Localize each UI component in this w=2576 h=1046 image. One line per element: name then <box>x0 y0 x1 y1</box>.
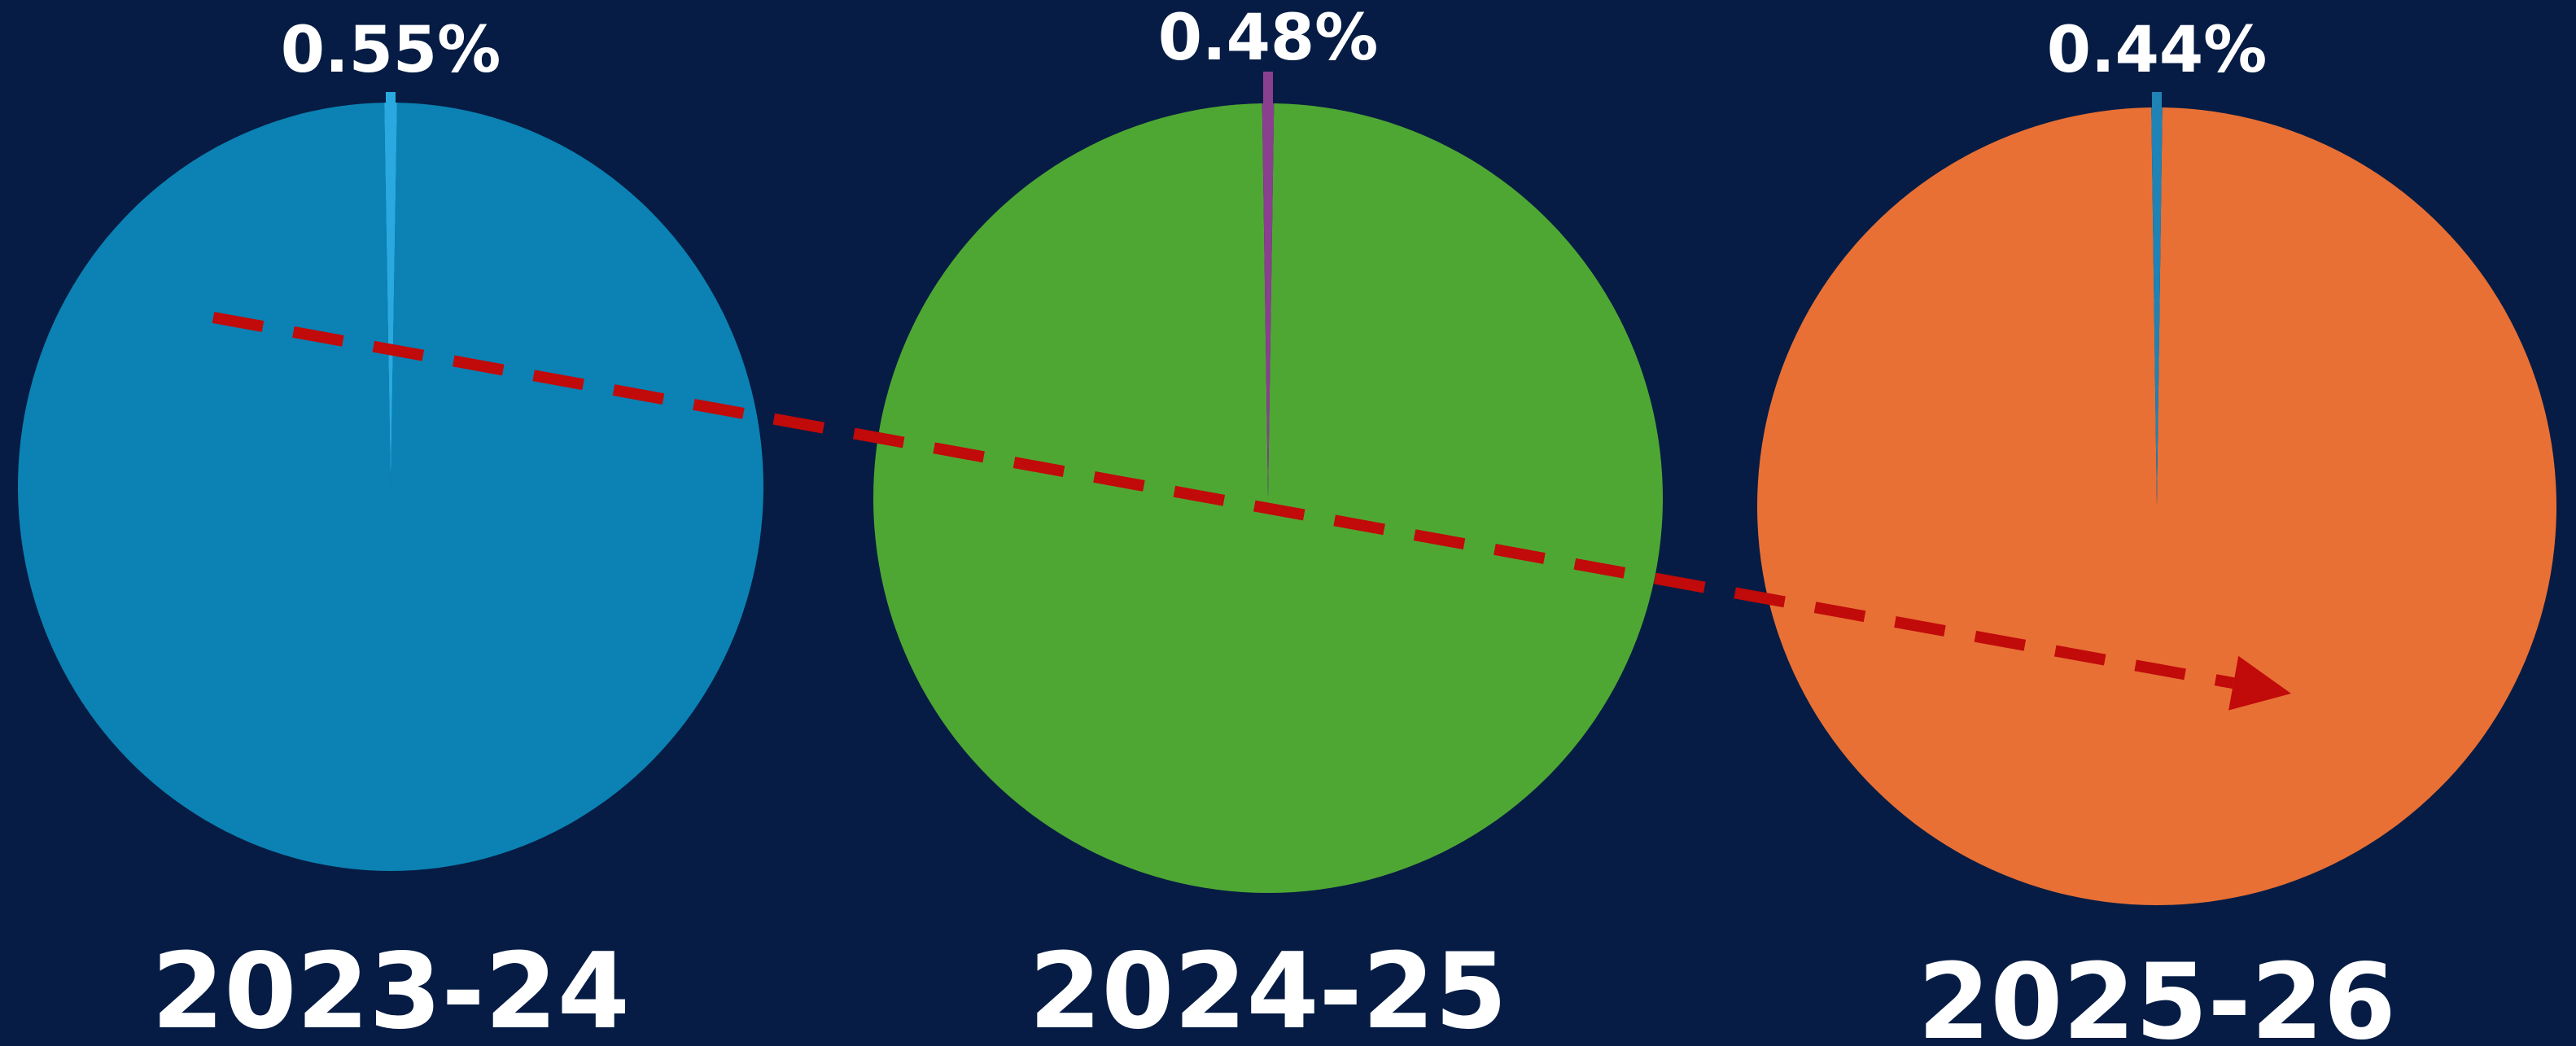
trend-arrow-head <box>2228 655 2291 711</box>
pie-2024-25 <box>873 72 1663 893</box>
pie-slice-label: 0.55% <box>281 14 501 87</box>
pie-2023-24 <box>17 92 764 872</box>
labels-layer: 0.55% 2023-24 0.48% 2024-25 0.44% 2025-26 <box>151 2 2396 1046</box>
pie-slice-remainder <box>17 103 764 872</box>
pies-layer <box>17 72 2557 905</box>
pie-slice-small <box>1262 103 1275 498</box>
year-label: 2024-25 <box>1029 931 1507 1046</box>
trend-arrow <box>212 312 2291 711</box>
pie-2025-26 <box>1757 92 2557 905</box>
pie-slice-remainder <box>873 103 1663 893</box>
pie-slice-remainder <box>1757 107 2557 905</box>
pie-slice-label: 0.44% <box>2047 14 2268 87</box>
pie-slice-small <box>2151 107 2163 506</box>
trend-arrow-shaft <box>212 312 2235 689</box>
year-label: 2025-26 <box>1918 942 2396 1046</box>
pie-slice-label: 0.48% <box>1158 2 1379 75</box>
pie-slice-small <box>384 103 397 487</box>
year-label: 2023-24 <box>151 931 630 1046</box>
